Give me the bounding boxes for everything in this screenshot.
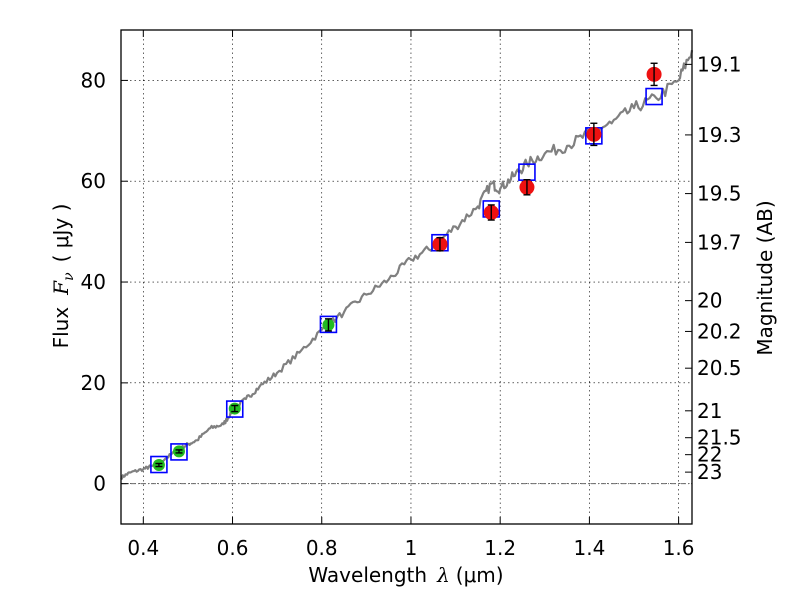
y-tick-label: 60 xyxy=(81,169,106,193)
magnitude-tick-label: 19.1 xyxy=(697,52,742,76)
y-axis-title-text: Flux xyxy=(49,307,73,349)
x-tick-label: 0.4 xyxy=(127,536,159,560)
magnitude-tick-label: 20.5 xyxy=(697,356,742,380)
model-point-square xyxy=(645,87,663,106)
x-tick-label: 1.6 xyxy=(663,536,695,560)
sed-spectrum-line xyxy=(120,50,694,480)
y-tick-label: 80 xyxy=(81,68,106,92)
x-tick-label: 1.2 xyxy=(484,536,516,560)
magnitude-tick-label: 22 xyxy=(697,443,722,467)
model-point-square xyxy=(170,443,188,461)
y-tick-label: 0 xyxy=(93,472,106,496)
plot-frame xyxy=(120,29,693,525)
model-point-square xyxy=(150,455,168,474)
y-tick-label: 40 xyxy=(81,270,106,294)
y-axis-title-subscript: ν xyxy=(61,272,77,281)
x-tick-label: 0.8 xyxy=(306,536,338,560)
magnitude-tick-label: 21 xyxy=(697,399,722,423)
magnitude-tick-label: 20.2 xyxy=(697,319,742,343)
photometry-points-group xyxy=(150,62,663,474)
x-tick-label: 0.6 xyxy=(217,536,249,560)
y2-axis-title: Magnitude (AB) xyxy=(753,200,777,355)
x-tick-label: 1 xyxy=(405,536,418,560)
magnitude-tick-label: 19.5 xyxy=(697,182,742,206)
magnitude-tick-label: 21.5 xyxy=(697,426,742,450)
y-axis-title: Flux Fν ( μJy ) xyxy=(49,204,77,349)
y-tick-label: 20 xyxy=(81,371,106,395)
magnitude-tick-label: 20 xyxy=(697,289,722,313)
tick-labels: 0.4 0.6 0.8 1 1.2 1.4 1.6 0 20 40 60 80 19.1 19.3 19.5… xyxy=(81,52,742,560)
x-tick-label: 1.4 xyxy=(573,536,605,560)
magnitude-tick-label: 19.3 xyxy=(697,123,742,147)
magnitude-tick-label: 19.7 xyxy=(697,230,742,254)
model-point-square xyxy=(225,400,244,418)
x-axis-title-symbol: λ xyxy=(436,563,450,587)
y-axis-title-unit: ( μJy ) xyxy=(49,204,73,263)
magnitude-tick-label: 23 xyxy=(697,460,722,484)
axis-ticks xyxy=(121,30,692,524)
y-axis-title-symbol: F xyxy=(49,280,73,296)
model-point-square xyxy=(319,315,338,334)
x-axis-title-unit: (μm) xyxy=(456,563,504,587)
sed-spectrum-group xyxy=(120,50,694,480)
x-axis-title-text: Wavelength xyxy=(308,563,427,587)
x-axis-title: Wavelength λ (μm) xyxy=(308,563,503,587)
grid xyxy=(121,30,692,524)
